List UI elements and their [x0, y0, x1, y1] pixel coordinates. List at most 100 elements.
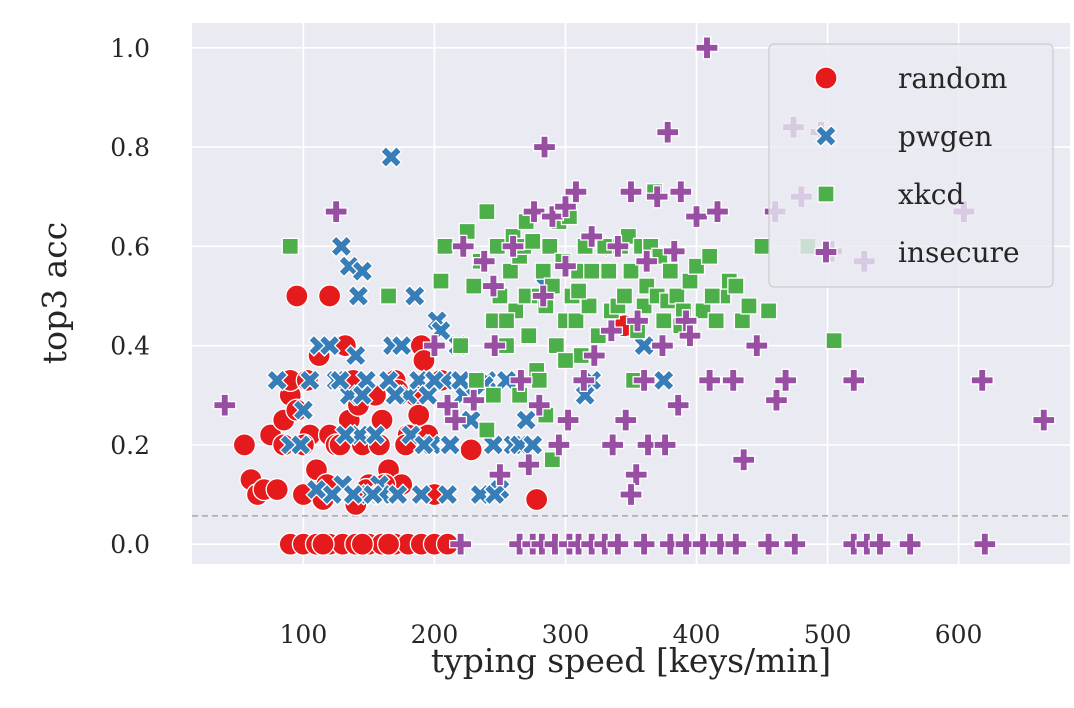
x-tick-label: 100 — [280, 620, 328, 649]
insecure-point — [601, 433, 625, 457]
xkcd-point — [569, 282, 588, 300]
insecure-point — [624, 463, 648, 487]
xkcd-point — [530, 371, 548, 390]
x-tick-label: 200 — [411, 620, 459, 649]
data-points — [213, 36, 1056, 556]
pwgen-point — [379, 145, 403, 169]
y-tick-label: 0.2 — [110, 431, 150, 460]
insecure-point — [619, 180, 643, 204]
legend: random pwgen xkcd insecure — [768, 43, 1054, 288]
xkcd-point — [707, 312, 725, 330]
insecure-point — [721, 368, 745, 393]
xkcd-point — [432, 272, 450, 290]
legend-frame — [768, 43, 1054, 288]
insecure-point — [625, 309, 650, 333]
xkcd-point — [534, 262, 552, 280]
xkcd-point — [583, 262, 601, 280]
pwgen-point — [305, 478, 328, 501]
insecure-point — [582, 343, 606, 368]
xkcd-point — [694, 302, 712, 320]
xkcd-point — [661, 262, 679, 280]
insecure-point — [732, 448, 756, 472]
insecure-point — [764, 388, 789, 412]
pwgen-point — [390, 334, 413, 357]
pwgen-point — [412, 433, 436, 457]
random-point — [459, 438, 483, 462]
insecure-point — [705, 199, 730, 224]
pwgen-point — [438, 433, 462, 457]
insecure-point — [658, 532, 682, 556]
pwgen-point — [328, 369, 352, 392]
y-tick-label: 0.0 — [110, 530, 150, 559]
legend-random-label: random — [898, 62, 1007, 95]
insecure-point — [691, 532, 715, 556]
random-point — [285, 284, 309, 308]
random-point — [265, 477, 289, 502]
pwgen-point — [652, 369, 676, 392]
insecure-point — [1032, 408, 1056, 432]
pwgen-point — [423, 369, 446, 392]
insecure-point — [708, 532, 732, 556]
pwgen-point — [483, 483, 506, 506]
random-point — [407, 403, 431, 427]
insecure-point — [553, 254, 578, 278]
xkcd-point — [497, 312, 516, 330]
pwgen-point — [514, 408, 538, 432]
xkcd-point — [681, 272, 699, 290]
insecure-point — [501, 234, 525, 258]
insecure-point — [540, 204, 565, 229]
insecure-point — [532, 135, 557, 159]
x-tick-label: 300 — [542, 620, 590, 649]
insecure-point — [553, 194, 578, 219]
pwgen-point — [341, 483, 365, 506]
pwgen-point — [265, 369, 289, 392]
pwgen-point — [347, 284, 370, 308]
pwgen-point — [344, 344, 368, 367]
insecure-point — [572, 368, 596, 393]
pwgen-point — [449, 369, 472, 392]
xkcd-point — [759, 302, 778, 320]
pwgen-point — [364, 423, 387, 447]
insecure-point — [635, 249, 659, 273]
xkcd-point — [501, 262, 520, 280]
xkcd-point — [733, 312, 752, 330]
insecure-point — [697, 368, 722, 393]
insecure-point — [443, 408, 468, 432]
xkcd-point — [556, 351, 575, 370]
insecure-point — [531, 284, 555, 308]
pwgen-point — [292, 398, 315, 422]
xkcd-point — [541, 237, 559, 255]
insecure-point — [678, 324, 702, 348]
pwgen-point — [436, 483, 459, 506]
xkcd-point — [520, 327, 538, 345]
insecure-point — [564, 180, 588, 204]
xkcd-point — [524, 232, 542, 251]
xkcd-point — [622, 262, 640, 280]
legend-insecure-marker — [814, 240, 838, 264]
legend-random-marker — [814, 66, 838, 90]
insecure-point — [695, 36, 719, 60]
insecure-point — [669, 180, 693, 204]
pwgen-point — [289, 433, 313, 457]
insecure-point — [674, 532, 698, 556]
insecure-point — [662, 239, 686, 263]
random-point — [311, 532, 335, 556]
random-point — [376, 532, 401, 556]
insecure-point — [745, 333, 769, 358]
insecure-point — [422, 333, 447, 358]
y-tick-label: 0.4 — [110, 332, 150, 361]
xkcd-point — [753, 237, 771, 255]
insecure-point — [756, 532, 781, 556]
insecure-point — [517, 453, 541, 477]
xkcd-point — [825, 332, 843, 350]
insecure-point — [481, 274, 506, 298]
y-tick-label: 1.0 — [110, 34, 150, 63]
xkcd-point — [655, 312, 673, 330]
random-point — [232, 433, 257, 457]
insecure-point — [636, 433, 660, 457]
insecure-point — [606, 234, 630, 258]
insecure-point — [448, 532, 473, 556]
xkcd-point — [478, 421, 496, 439]
insecure-point — [580, 224, 604, 249]
insecure-point — [650, 333, 675, 358]
